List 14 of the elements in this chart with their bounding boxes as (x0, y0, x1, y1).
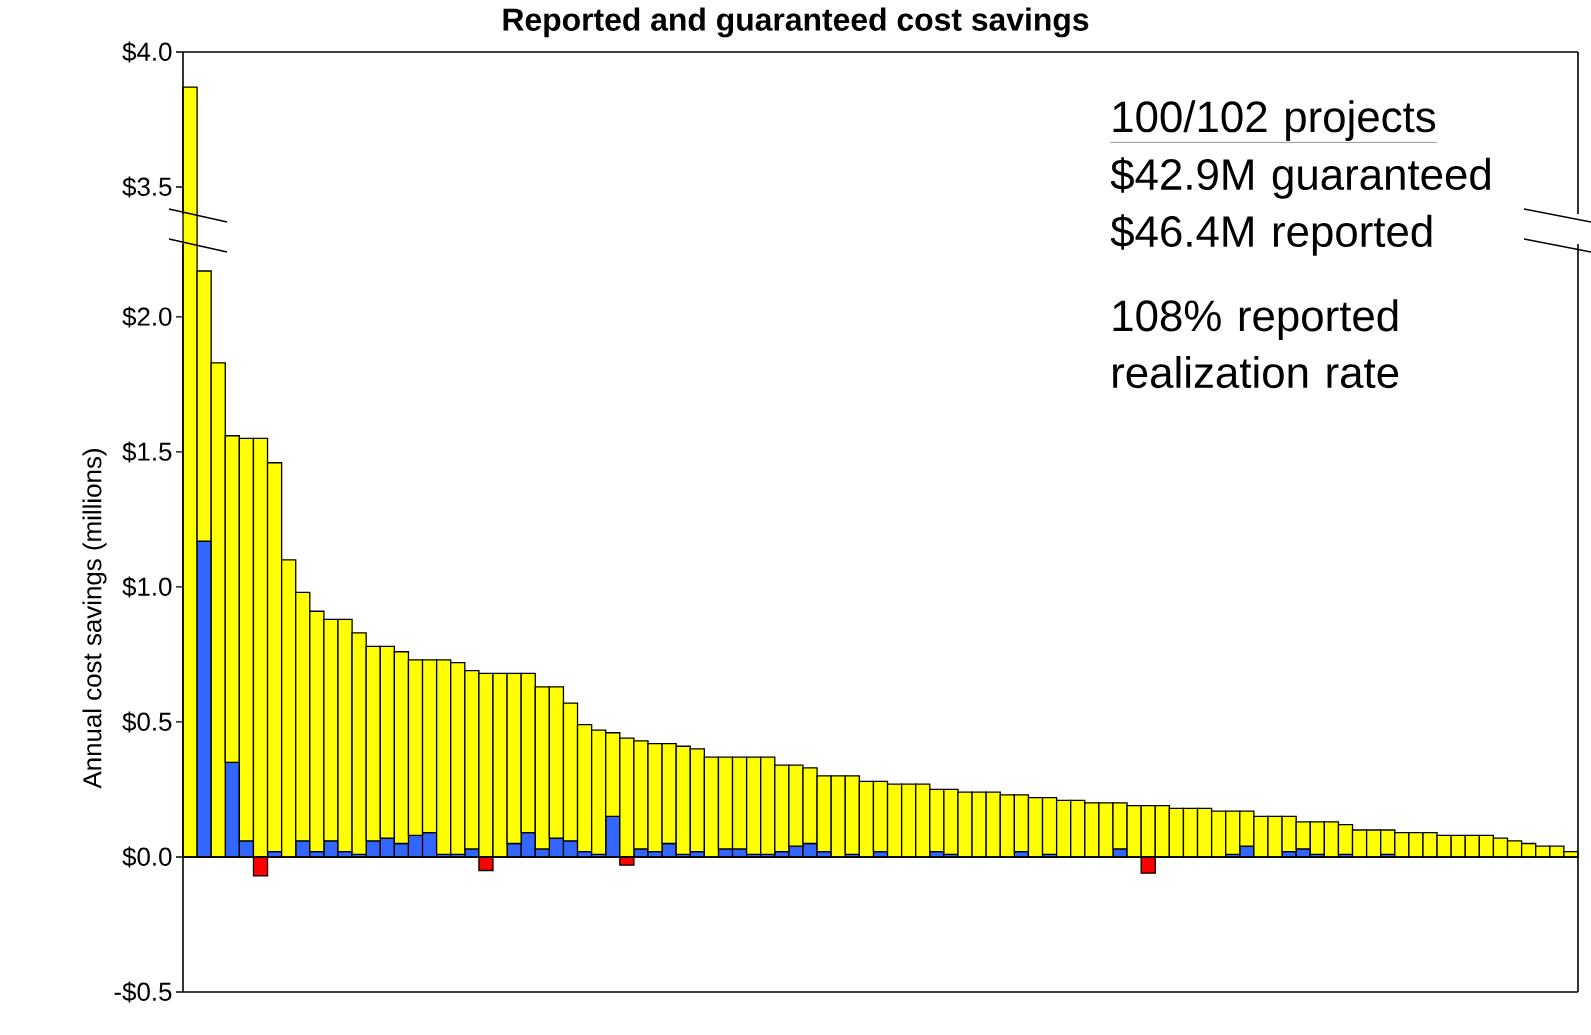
y-tick-label: $2.0 (122, 306, 172, 328)
annotation: $42.9M guaranteed (1110, 157, 1490, 199)
y-tick-label: $1.0 (122, 576, 172, 598)
y-tick-label: $0.0 (122, 846, 172, 868)
y-axis-title: Annual cost savings (millions) (82, 449, 107, 789)
annotation: 100/102 projects (1113, 100, 1436, 142)
y-tick-label: -$0.5 (114, 981, 172, 1003)
annotation: $46.4M reported (1110, 214, 1432, 256)
y-tick-label: $0.5 (122, 711, 172, 733)
y-tick-label: $3.5 (122, 176, 172, 198)
y-tick-label: $4.0 (122, 41, 172, 63)
annotation: 108% reported realization rate (1113, 299, 1399, 389)
y-tick-label: $1.5 (122, 441, 172, 463)
chart-title: Reported and guaranteed cost savings (503, 7, 1089, 38)
